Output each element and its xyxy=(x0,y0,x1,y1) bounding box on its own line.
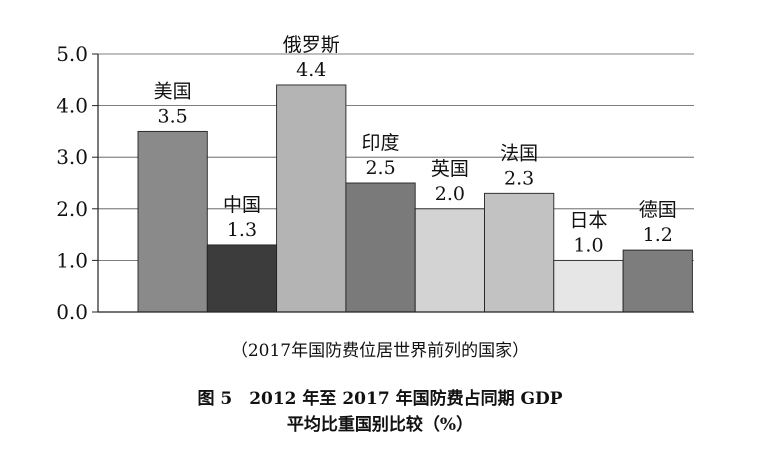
bar-value-label: 1.0 xyxy=(573,234,603,256)
bars xyxy=(138,85,692,312)
bar-value-label: 1.3 xyxy=(227,219,257,241)
bar-value-label: 1.2 xyxy=(643,224,673,246)
y-tick-label: 4.0 xyxy=(56,94,88,118)
bar xyxy=(138,131,207,312)
bar-category-label: 俄罗斯 xyxy=(283,34,340,56)
y-tick-label: 5.0 xyxy=(56,42,88,66)
bar xyxy=(346,183,415,312)
bar-value-label: 4.4 xyxy=(296,59,326,81)
bar-category-label: 日本 xyxy=(569,209,607,231)
bar-value-label: 2.5 xyxy=(365,157,395,179)
caption-line-2: 平均比重国别比较（%） xyxy=(0,410,760,435)
bar xyxy=(207,245,276,312)
bar-category-label: 法国 xyxy=(500,142,538,164)
bar xyxy=(277,85,346,312)
bar-category-label: 印度 xyxy=(362,132,400,154)
y-tick-labels: 0.0 1.0 2.0 3.0 4.0 5.0 xyxy=(56,42,88,324)
chart-note: （2017年国防费位居世界前列的国家） xyxy=(0,336,760,361)
bar-category-label: 中国 xyxy=(223,194,261,216)
bar xyxy=(415,209,484,312)
y-tick-label: 1.0 xyxy=(56,248,88,272)
bar xyxy=(485,193,554,312)
bar-value-label: 2.3 xyxy=(504,167,534,189)
bar-category-label: 美国 xyxy=(154,80,192,102)
bar xyxy=(623,250,692,312)
y-tick-label: 0.0 xyxy=(56,300,88,324)
caption-line-1: 图 5 2012 年至 2017 年国防费占同期 GDP xyxy=(0,384,760,409)
y-tick-label: 3.0 xyxy=(56,145,88,169)
bar-chart: 0.0 1.0 2.0 3.0 4.0 5.0 3.5 美国 1.3 中国 4.4 俄罗斯 2.5 印度… xyxy=(0,0,760,340)
bar-value-label: 2.0 xyxy=(435,183,465,205)
bar xyxy=(554,260,623,312)
y-tick-label: 2.0 xyxy=(56,197,88,221)
bar-category-label: 德国 xyxy=(639,199,677,221)
bar-value-label: 3.5 xyxy=(158,105,188,127)
bar-category-label: 英国 xyxy=(431,158,469,180)
